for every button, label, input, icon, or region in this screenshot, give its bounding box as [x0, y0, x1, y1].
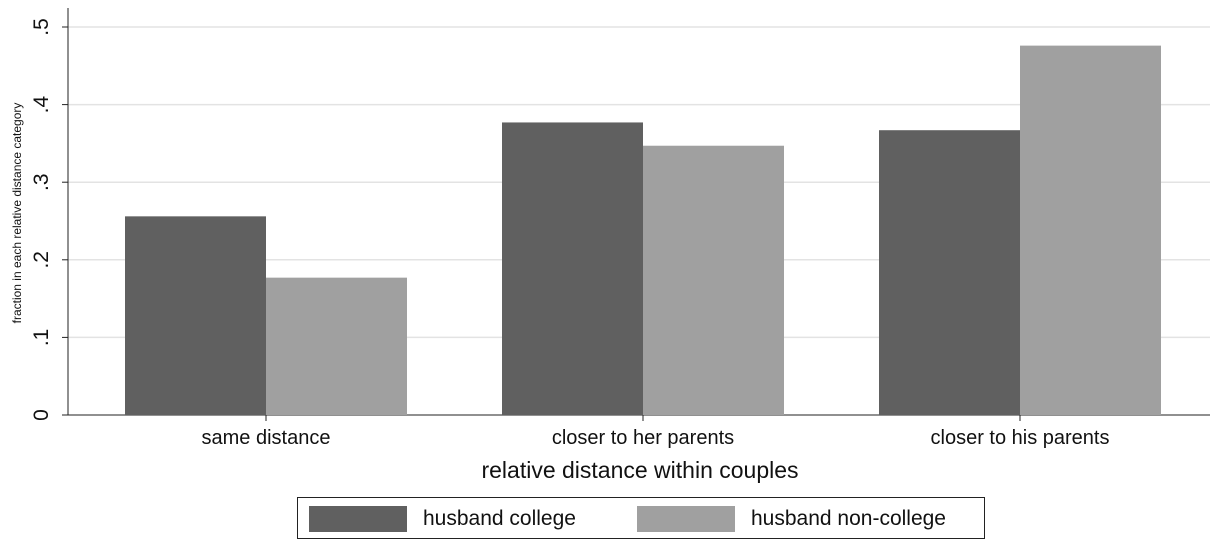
legend-swatch-college	[309, 506, 407, 532]
x-tick-label: closer to her parents	[552, 427, 734, 449]
y-ticks: 0 .1 .2 .3 .4 .5	[30, 18, 68, 421]
bar-college-2	[502, 122, 643, 415]
bar-non-college-3	[1020, 45, 1161, 416]
bars	[125, 45, 1161, 416]
y-tick-label: .4	[30, 96, 53, 114]
bar-non-college-1	[266, 277, 407, 415]
y-tick-label: .2	[30, 251, 53, 269]
x-tick-label: same distance	[202, 427, 331, 449]
legend-item-college: husband college	[309, 506, 576, 532]
bar-college-1	[125, 216, 266, 415]
bar-non-college-2	[643, 145, 784, 415]
legend-item-non-college: husband non-college	[637, 506, 946, 532]
x-axis-label: relative distance within couples	[481, 457, 798, 483]
y-tick-label: .3	[30, 173, 53, 191]
y-tick-label: .1	[30, 329, 53, 347]
legend-label-college: husband college	[423, 507, 576, 530]
y-axis-label: fraction in each relative distance categ…	[10, 103, 24, 324]
legend-label-non-college: husband non-college	[751, 507, 946, 530]
legend: husband college husband non-college	[297, 497, 985, 539]
y-tick-label: 0	[30, 409, 53, 421]
x-tick-label: closer to his parents	[931, 427, 1110, 449]
x-ticks: same distance closer to her parents closer…	[202, 415, 1110, 449]
legend-swatch-non-college	[637, 506, 735, 532]
y-tick-label: .5	[30, 18, 53, 36]
bar-college-3	[879, 130, 1020, 415]
